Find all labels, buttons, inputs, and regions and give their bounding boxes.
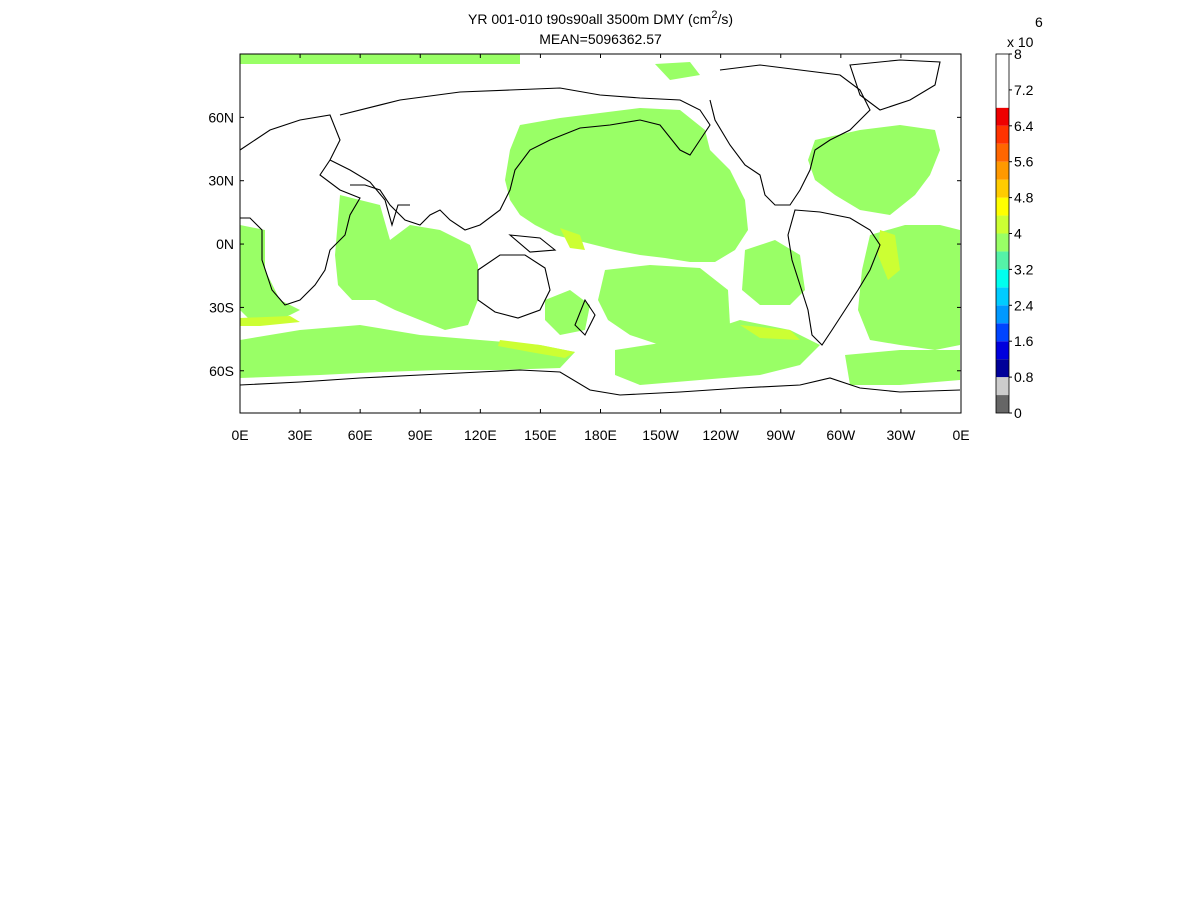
- colorbar-segment: [996, 341, 1009, 360]
- colorbar-tick-label: 4: [1014, 226, 1022, 242]
- colorbar-segment: [996, 143, 1009, 162]
- colorbar-segment: [996, 395, 1009, 413]
- ocean-region-arctic-strip: [240, 54, 520, 64]
- colorbar-segment: [996, 377, 1009, 396]
- colorbar-tick-label: 7.2: [1014, 82, 1034, 98]
- colorbar-tick-label: 0.8: [1014, 369, 1034, 385]
- ocean-streak-pacific: [560, 228, 585, 250]
- ocean-field-layer: [240, 54, 960, 385]
- y-tick-label: 60N: [208, 109, 234, 125]
- colorbar-exponent: 6: [1035, 14, 1043, 30]
- plot-title-units-suffix: /s): [717, 11, 733, 27]
- map-plot-area: [239, 53, 962, 414]
- colorbar-multiplier: x 10: [1007, 34, 1034, 50]
- colorbar-tick-label: 5.6: [1014, 154, 1034, 170]
- y-tick-label: 30S: [209, 299, 234, 315]
- x-tick-label: 150W: [642, 427, 679, 443]
- x-tick-label: 60E: [348, 427, 373, 443]
- colorbar-tick-label: 0: [1014, 405, 1022, 421]
- ocean-region-southern-atlantic: [845, 350, 960, 385]
- x-tick-label: 150E: [524, 427, 557, 443]
- ocean-region-north-atlantic: [808, 125, 940, 215]
- colorbar-segment: [996, 233, 1009, 252]
- coastline-layer: [239, 59, 961, 396]
- colorbar-tick-label: 4.8: [1014, 190, 1034, 206]
- ocean-streak-southern-2: [240, 316, 300, 326]
- x-tick-label: 90E: [408, 427, 433, 443]
- colorbar-tick-label: 8: [1014, 46, 1022, 62]
- colorbar-tick-label: 2.4: [1014, 297, 1034, 313]
- plot-subtitle-mean: MEAN=5096362.57: [539, 31, 662, 47]
- x-tick-label: 180E: [584, 427, 617, 443]
- ocean-region-bering: [655, 62, 700, 80]
- colorbar-segment: [996, 359, 1009, 378]
- colorbar-segment: [996, 323, 1009, 342]
- coastline-australia: [477, 254, 551, 319]
- ocean-region-indian: [335, 195, 478, 330]
- ocean-region-east-pacific: [742, 240, 805, 305]
- coastline-new-guinea: [508, 234, 557, 253]
- x-tick-label: 30E: [288, 427, 313, 443]
- colorbar-segment: [996, 161, 1009, 180]
- colorbar-segment: [996, 107, 1009, 126]
- x-tick-label: 60W: [826, 427, 856, 443]
- coastline-north-america: [709, 64, 871, 206]
- ocean-streak-southern-3: [740, 325, 800, 340]
- ocean-region-south-atlantic: [858, 225, 960, 350]
- x-tick-label: 0E: [231, 427, 248, 443]
- colorbar-segment: [996, 215, 1009, 234]
- coastline-greenland: [849, 59, 941, 111]
- plot-title: YR 001-010 t90s90all 3500m DMY (cm2/s): [240, 9, 961, 29]
- colorbar-segment: [996, 305, 1009, 324]
- colorbar-segment: [996, 269, 1009, 288]
- ocean-region-south-pacific: [598, 265, 730, 350]
- ocean-streak-atlantic: [878, 230, 900, 280]
- x-tick-label: 0E: [952, 427, 969, 443]
- colorbar: 6 x 10 0 0.8 1.6 2.4 3.2 4 4.8 5.6 6.4 7.2 8: [995, 14, 1043, 421]
- coastline-new-zealand: [574, 298, 596, 336]
- colorbar-segment: [996, 251, 1009, 270]
- plot-title-superscript: 2: [711, 9, 718, 21]
- coastline-arabia-india: [329, 159, 410, 227]
- colorbar-segment: [996, 287, 1009, 306]
- ocean-streak-southern-1: [498, 340, 575, 358]
- y-tick-label: 60S: [209, 363, 234, 379]
- x-tick-label: 120W: [702, 427, 739, 443]
- x-tick-label: 90W: [766, 427, 796, 443]
- ocean-region-southern-west: [240, 325, 575, 378]
- colorbar-tick-label: 6.4: [1014, 118, 1034, 134]
- coastline-antarctica: [239, 369, 961, 396]
- ocean-region-tasman: [545, 290, 590, 335]
- colorbar-ticks: 0 0.8 1.6 2.4 3.2 4 4.8 5.6 6.4 7.2 8: [1009, 46, 1034, 421]
- colorbar-tick-label: 1.6: [1014, 333, 1034, 349]
- plot-title-main: YR 001-010 t90s90all 3500m DMY (cm: [468, 11, 712, 27]
- x-tick-label: 120E: [464, 427, 497, 443]
- x-axis: 0E 30E 60E 90E 120E 150E 180E 150W 120W 90W 60W 30W…: [231, 54, 970, 443]
- coastline-south-america: [787, 209, 881, 346]
- x-tick-label: 30W: [887, 427, 917, 443]
- y-tick-label: 30N: [208, 173, 234, 189]
- colorbar-tick-label: 3.2: [1014, 261, 1034, 277]
- ocean-region-west-indian: [240, 225, 300, 320]
- coastline-africa-europe: [239, 114, 361, 306]
- colorbar-segments: [996, 107, 1009, 413]
- y-axis: 60S 30S 0N 30N 60N: [208, 109, 961, 379]
- y-tick-label: 0N: [216, 236, 234, 252]
- colorbar-segment: [996, 125, 1009, 144]
- ocean-region-north-pacific: [505, 108, 748, 262]
- coastline-asia: [339, 87, 711, 231]
- colorbar-segment: [996, 179, 1009, 198]
- colorbar-segment: [996, 197, 1009, 216]
